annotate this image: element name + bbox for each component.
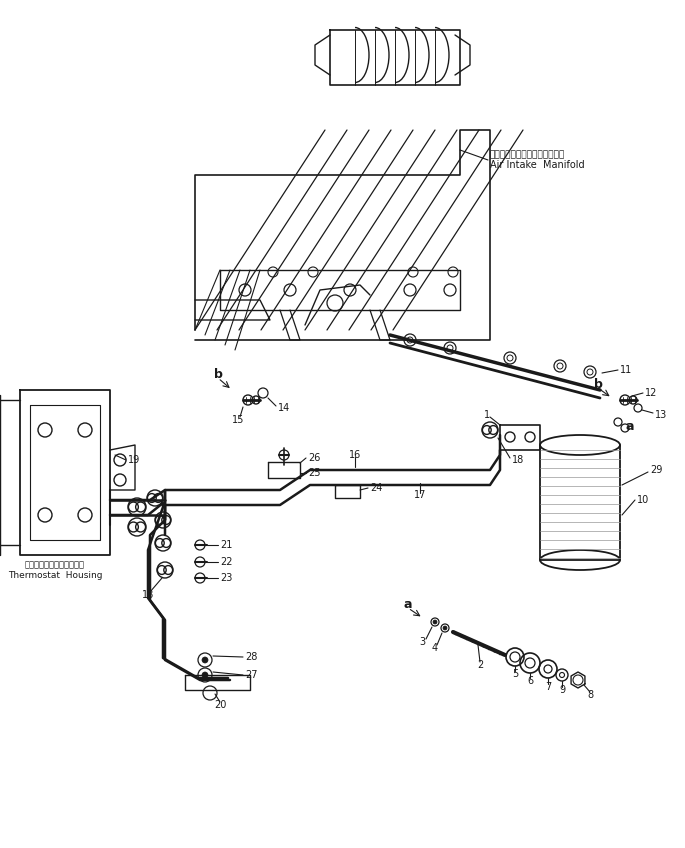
- Text: 11: 11: [620, 365, 632, 375]
- Text: 5: 5: [512, 669, 518, 679]
- Text: サーモスタットハウジング: サーモスタットハウジング: [25, 561, 85, 570]
- Text: 21: 21: [220, 540, 232, 550]
- Text: 29: 29: [650, 465, 662, 475]
- Text: 25: 25: [308, 468, 321, 478]
- Text: a: a: [626, 421, 634, 433]
- Text: 18: 18: [142, 590, 154, 600]
- Circle shape: [407, 337, 413, 343]
- Text: 22: 22: [220, 557, 232, 567]
- Text: 16: 16: [349, 450, 361, 460]
- Circle shape: [443, 626, 447, 630]
- Text: 27: 27: [245, 670, 258, 680]
- Circle shape: [447, 345, 453, 351]
- Text: Thermostat  Housing: Thermostat Housing: [8, 571, 102, 579]
- Text: b: b: [594, 378, 602, 392]
- Text: 3: 3: [419, 637, 425, 647]
- Text: 14: 14: [278, 403, 290, 413]
- Text: 19: 19: [128, 455, 140, 465]
- Text: 8: 8: [587, 690, 593, 700]
- Text: Air Intake  Manifold: Air Intake Manifold: [490, 160, 584, 170]
- Text: 15: 15: [232, 415, 244, 425]
- Text: 1: 1: [484, 410, 490, 420]
- Text: 24: 24: [370, 483, 382, 493]
- Text: a: a: [403, 599, 412, 611]
- Text: 2: 2: [477, 660, 483, 670]
- Text: エアーインテークマニホールド: エアーインテークマニホールド: [490, 150, 565, 159]
- Text: 17: 17: [414, 490, 426, 500]
- Text: 18: 18: [512, 455, 524, 465]
- Text: 4: 4: [432, 643, 438, 653]
- Text: 26: 26: [308, 453, 321, 463]
- Text: 10: 10: [637, 495, 649, 505]
- Circle shape: [433, 620, 437, 624]
- Text: 9: 9: [559, 685, 565, 695]
- Text: 7: 7: [545, 682, 551, 692]
- Text: 12: 12: [645, 388, 658, 398]
- Circle shape: [507, 355, 513, 361]
- Text: 20: 20: [214, 700, 226, 710]
- Circle shape: [202, 657, 208, 663]
- Text: 13: 13: [655, 410, 667, 420]
- Circle shape: [557, 363, 563, 369]
- Text: 23: 23: [220, 573, 232, 583]
- Circle shape: [202, 672, 208, 678]
- Text: 28: 28: [245, 652, 258, 662]
- Circle shape: [587, 369, 593, 375]
- Text: 6: 6: [527, 676, 533, 686]
- Text: b: b: [214, 369, 223, 382]
